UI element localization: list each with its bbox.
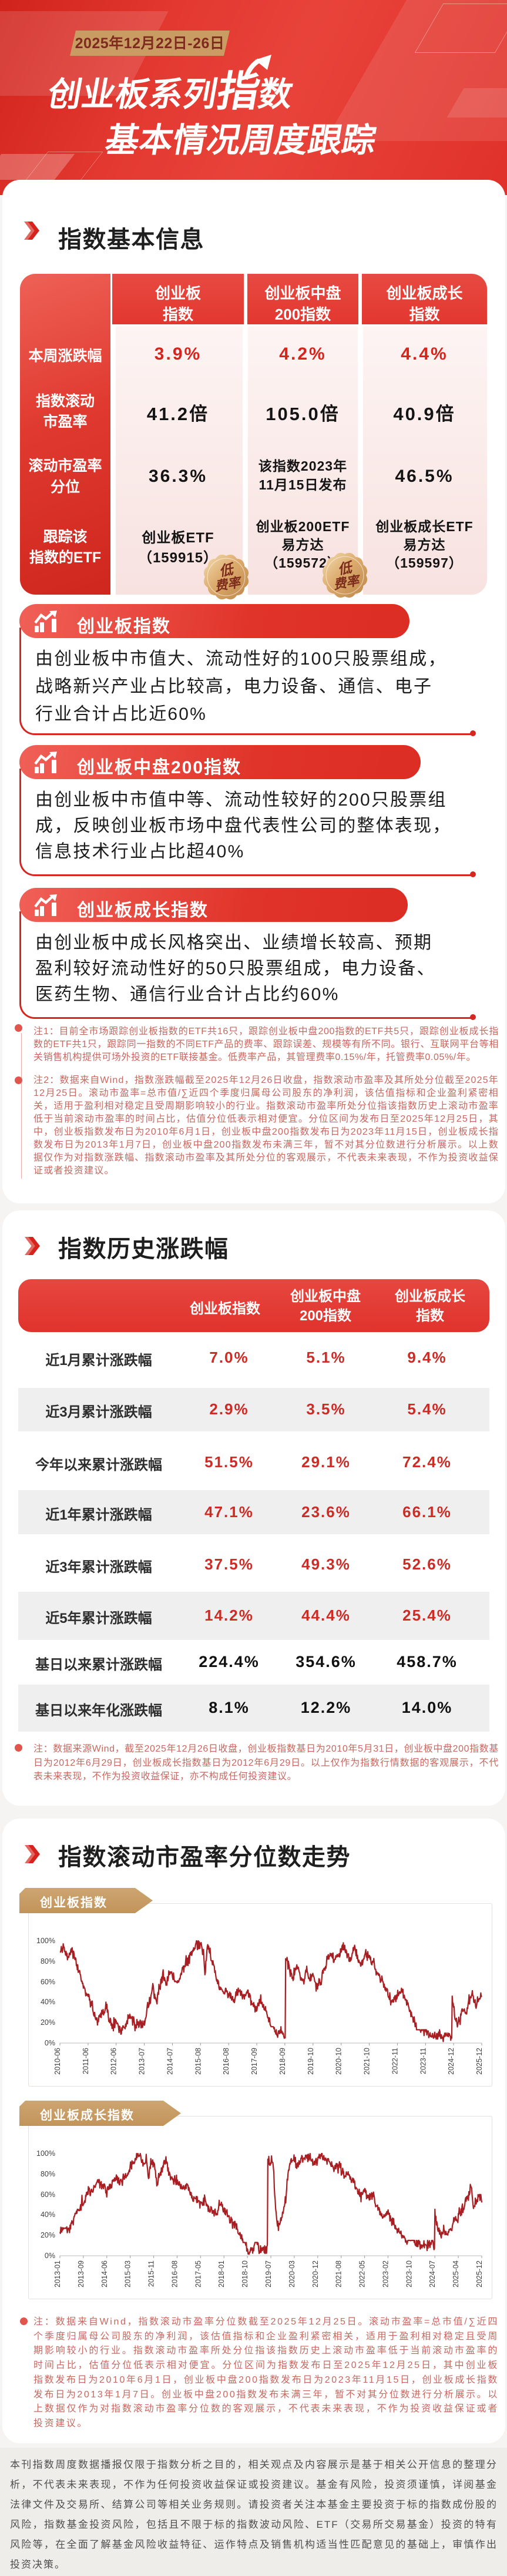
svg-text:2017-05: 2017-05 [194, 2260, 202, 2287]
svg-text:2017-09: 2017-09 [250, 2048, 258, 2075]
svg-text:2018-09: 2018-09 [278, 2048, 287, 2075]
svg-text:2013-01: 2013-01 [53, 2260, 62, 2287]
svg-text:2022-05: 2022-05 [358, 2260, 367, 2287]
svg-text:2015-03: 2015-03 [124, 2260, 132, 2287]
svg-text:40%: 40% [41, 1998, 55, 2006]
svg-text:2013-09: 2013-09 [77, 2260, 85, 2287]
svg-text:2024-07: 2024-07 [428, 2260, 437, 2287]
svg-text:80%: 80% [41, 2170, 55, 2178]
svg-text:60%: 60% [41, 2191, 55, 2199]
svg-text:2014-06: 2014-06 [100, 2260, 109, 2287]
svg-text:40%: 40% [41, 2211, 55, 2219]
svg-text:2024-12: 2024-12 [447, 2048, 455, 2075]
svg-text:2015-08: 2015-08 [194, 2048, 202, 2075]
svg-text:0%: 0% [45, 2252, 55, 2260]
svg-text:2025-12: 2025-12 [475, 2048, 484, 2075]
svg-text:60%: 60% [41, 1978, 55, 1986]
svg-text:2023-02: 2023-02 [381, 2260, 390, 2287]
svg-text:2014-07: 2014-07 [166, 2048, 174, 2075]
svg-text:2011-06: 2011-06 [82, 2048, 90, 2074]
svg-text:2025-12: 2025-12 [475, 2260, 484, 2287]
svg-text:2018-01: 2018-01 [217, 2260, 226, 2287]
svg-text:2015-11: 2015-11 [147, 2260, 156, 2287]
svg-text:2021-08: 2021-08 [335, 2260, 343, 2287]
svg-text:20%: 20% [41, 2018, 55, 2027]
svg-text:2020-10: 2020-10 [335, 2048, 343, 2075]
svg-text:2021-10: 2021-10 [363, 2048, 371, 2075]
svg-text:2012-06: 2012-06 [110, 2048, 118, 2075]
svg-text:2020-12: 2020-12 [311, 2260, 320, 2287]
svg-text:20%: 20% [41, 2231, 55, 2239]
svg-text:2020-03: 2020-03 [288, 2260, 296, 2287]
svg-text:100%: 100% [36, 1937, 55, 1945]
svg-text:2013-07: 2013-07 [138, 2048, 146, 2075]
svg-text:0%: 0% [45, 2039, 55, 2047]
svg-text:2016-08: 2016-08 [170, 2260, 179, 2287]
svg-text:2019-10: 2019-10 [307, 2048, 315, 2075]
svg-text:2016-08: 2016-08 [222, 2048, 230, 2075]
svg-text:2010-06: 2010-06 [53, 2048, 62, 2075]
svg-text:2025-04: 2025-04 [452, 2260, 460, 2287]
svg-text:100%: 100% [36, 2149, 55, 2158]
svg-text:2022-11: 2022-11 [391, 2048, 399, 2074]
svg-text:80%: 80% [41, 1957, 55, 1965]
svg-text:2019-07: 2019-07 [264, 2260, 273, 2287]
svg-text:2023-10: 2023-10 [405, 2260, 413, 2287]
svg-text:2023-11: 2023-11 [419, 2048, 427, 2074]
svg-text:2018-10: 2018-10 [241, 2260, 249, 2287]
